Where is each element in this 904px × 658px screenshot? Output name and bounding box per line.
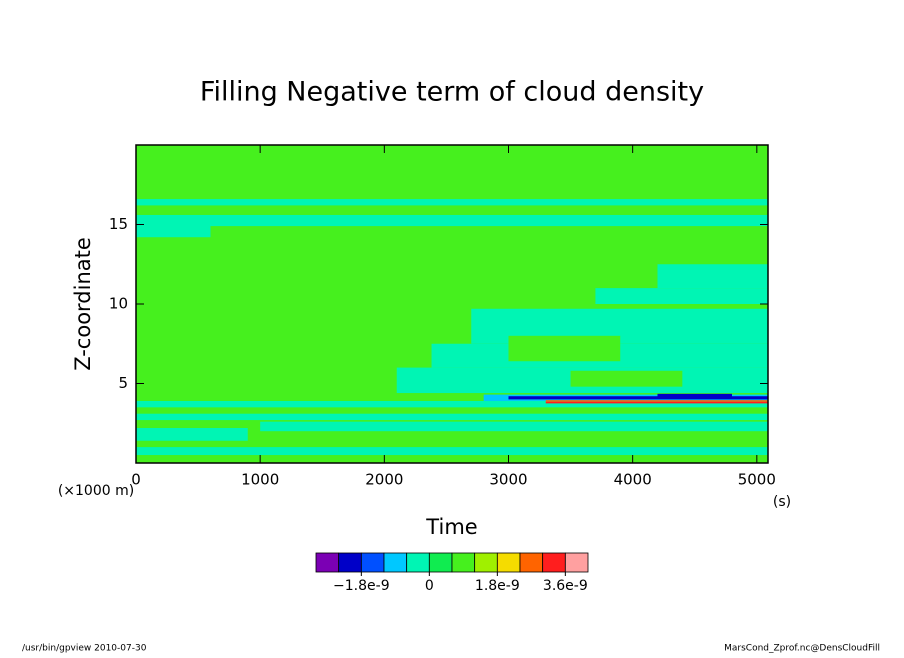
contour-region <box>508 335 621 362</box>
colorbar-box <box>496 552 521 573</box>
contour-region <box>545 401 768 404</box>
contour-region <box>136 447 768 456</box>
x-tick-label: 3000 <box>489 471 527 489</box>
x-axis-label: Time <box>425 515 477 539</box>
contour-region <box>570 370 683 387</box>
contour-region <box>136 428 248 441</box>
contour-region <box>136 400 768 408</box>
colorbar-box <box>474 552 498 573</box>
y-unit: (×1000 m) <box>58 483 134 499</box>
colorbar-tick-label: 3.6e-9 <box>543 578 588 594</box>
contour-region <box>657 393 732 398</box>
footer-right: MarsCond_Zprof.nc@DensCloudFill <box>724 644 880 654</box>
colorbar-box <box>338 552 362 573</box>
contour-region <box>136 199 768 206</box>
x-tick-label: 5000 <box>738 471 776 489</box>
colorbar-tick-label: 0 <box>425 578 434 594</box>
colorbar-box <box>564 552 589 573</box>
contour-region <box>136 214 768 227</box>
colorbar-box <box>406 552 430 573</box>
contour-region <box>545 400 768 402</box>
y-tick-label: 5 <box>118 374 128 392</box>
chart-title: Filling Negative term of cloud density <box>200 77 704 108</box>
contour-region <box>260 421 768 432</box>
colorbar-box <box>451 552 476 573</box>
contour-region <box>136 224 211 238</box>
colorbar-box <box>428 552 453 573</box>
x-tick-label: 0 <box>131 471 141 489</box>
contour-region <box>136 413 768 421</box>
y-tick-label: 15 <box>109 215 128 233</box>
colorbar-tick-label: −1.8e-9 <box>333 578 390 594</box>
colorbar-box <box>542 552 566 573</box>
colorbar-box <box>315 552 340 573</box>
x-unit: (s) <box>773 494 791 510</box>
x-tick-label: 4000 <box>614 471 652 489</box>
contour-region <box>595 288 768 304</box>
colorbar-box <box>360 552 385 573</box>
plot-area <box>136 145 768 463</box>
y-axis-label: Z-coordinate <box>71 237 95 371</box>
contour-region <box>508 396 768 400</box>
footer-left: /usr/bin/gpview 2010-07-30 <box>22 644 147 654</box>
colorbar-box <box>519 552 544 573</box>
y-tick-label: 10 <box>109 295 128 313</box>
x-tick-label: 1000 <box>241 471 279 489</box>
contour-region <box>657 264 768 289</box>
colorbar-box <box>383 552 408 573</box>
x-tick-label: 2000 <box>365 471 403 489</box>
colorbar-tick-label: 1.8e-9 <box>475 578 520 594</box>
